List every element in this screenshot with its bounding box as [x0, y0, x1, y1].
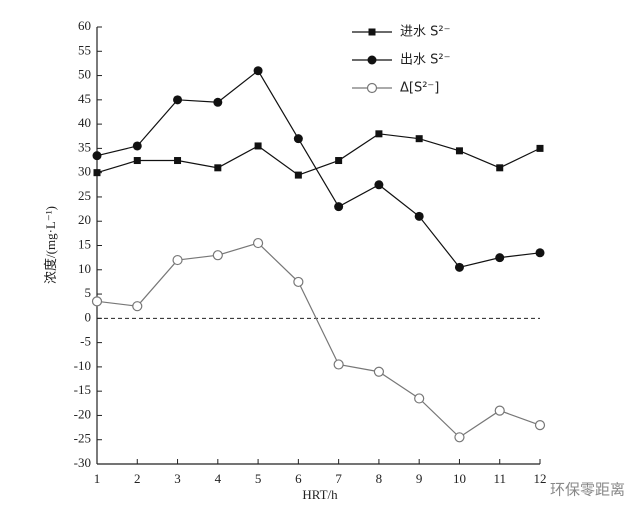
data-point [173, 95, 183, 105]
x-tick-label: 7 [335, 471, 342, 486]
series-line [96, 133, 541, 176]
data-point [294, 171, 302, 179]
y-tick-label: -25 [74, 431, 91, 446]
data-point [374, 180, 384, 190]
y-tick-label: -30 [74, 455, 91, 470]
x-tick-label: 4 [215, 471, 222, 486]
y-axis-label: 浓度/(mg·L⁻¹) [43, 206, 58, 284]
y-tick-label: 10 [78, 261, 91, 276]
data-point [454, 432, 465, 443]
watermark: 环保零距离 [550, 481, 625, 499]
data-point [174, 157, 182, 165]
data-point [334, 202, 344, 212]
data-point [293, 276, 304, 288]
data-point [214, 164, 222, 172]
data-point [535, 248, 545, 258]
data-point [534, 420, 546, 431]
series-line [96, 242, 541, 439]
x-tick-label: 8 [376, 471, 383, 486]
x-tick-label: 1 [94, 471, 101, 486]
y-tick-label: 5 [85, 285, 92, 300]
y-tick-label: 0 [85, 309, 92, 324]
y-tick-label: 20 [78, 212, 91, 227]
data-point [293, 134, 303, 144]
data-point [253, 66, 263, 76]
data-point [375, 130, 383, 138]
data-point [496, 164, 504, 172]
y-tick-label: 55 [78, 42, 91, 57]
legend-label: 进水 S²⁻ [400, 25, 450, 40]
data-point [335, 157, 343, 165]
legend-marker [367, 55, 377, 65]
data-point [414, 211, 424, 221]
x-tick-label: 6 [295, 471, 302, 486]
legend-label: 出水 S²⁻ [400, 53, 450, 68]
series-line [96, 69, 541, 269]
data-point [536, 144, 544, 152]
data-point [495, 253, 505, 263]
data-point [91, 296, 103, 307]
data-point [333, 359, 344, 370]
data-point [415, 135, 423, 143]
y-tick-label: 40 [78, 115, 91, 130]
data-point [212, 250, 223, 261]
y-tick-label: -10 [74, 358, 91, 373]
x-tick-label: 12 [534, 471, 547, 486]
x-tick-label: 5 [255, 471, 262, 486]
y-tick-label: 15 [78, 236, 91, 251]
y-tick-label: 45 [78, 91, 91, 106]
data-point [132, 141, 142, 151]
y-tick-label: 30 [78, 164, 91, 179]
x-tick-label: 2 [134, 471, 141, 486]
y-tick-label: -20 [74, 406, 91, 421]
y-tick-label: 25 [78, 188, 91, 203]
x-axis-label: HRT/h [302, 487, 338, 502]
x-tick-label: 3 [174, 471, 181, 486]
y-tick-label: 50 [78, 67, 91, 82]
y-tick-label: 60 [78, 18, 91, 33]
data-point [92, 151, 102, 161]
legend-marker [368, 28, 376, 36]
data-point [494, 405, 505, 416]
x-tick-label: 11 [493, 471, 506, 486]
data-point [454, 262, 464, 272]
data-point [213, 97, 223, 107]
y-tick-label: -5 [80, 334, 91, 349]
data-point [172, 254, 183, 266]
data-point [373, 366, 385, 377]
y-tick-label: -15 [74, 382, 91, 397]
data-point [455, 147, 463, 155]
data-point [93, 169, 101, 177]
legend-label: Δ[S²⁻] [400, 81, 439, 96]
data-point [414, 393, 425, 404]
data-point [132, 301, 143, 312]
x-tick-label: 10 [453, 471, 466, 486]
data-point [252, 237, 264, 249]
legend-marker [366, 82, 378, 94]
x-tick-label: 9 [416, 471, 423, 486]
data-point [254, 142, 262, 150]
y-tick-label: 35 [78, 139, 91, 154]
data-point [133, 157, 141, 165]
